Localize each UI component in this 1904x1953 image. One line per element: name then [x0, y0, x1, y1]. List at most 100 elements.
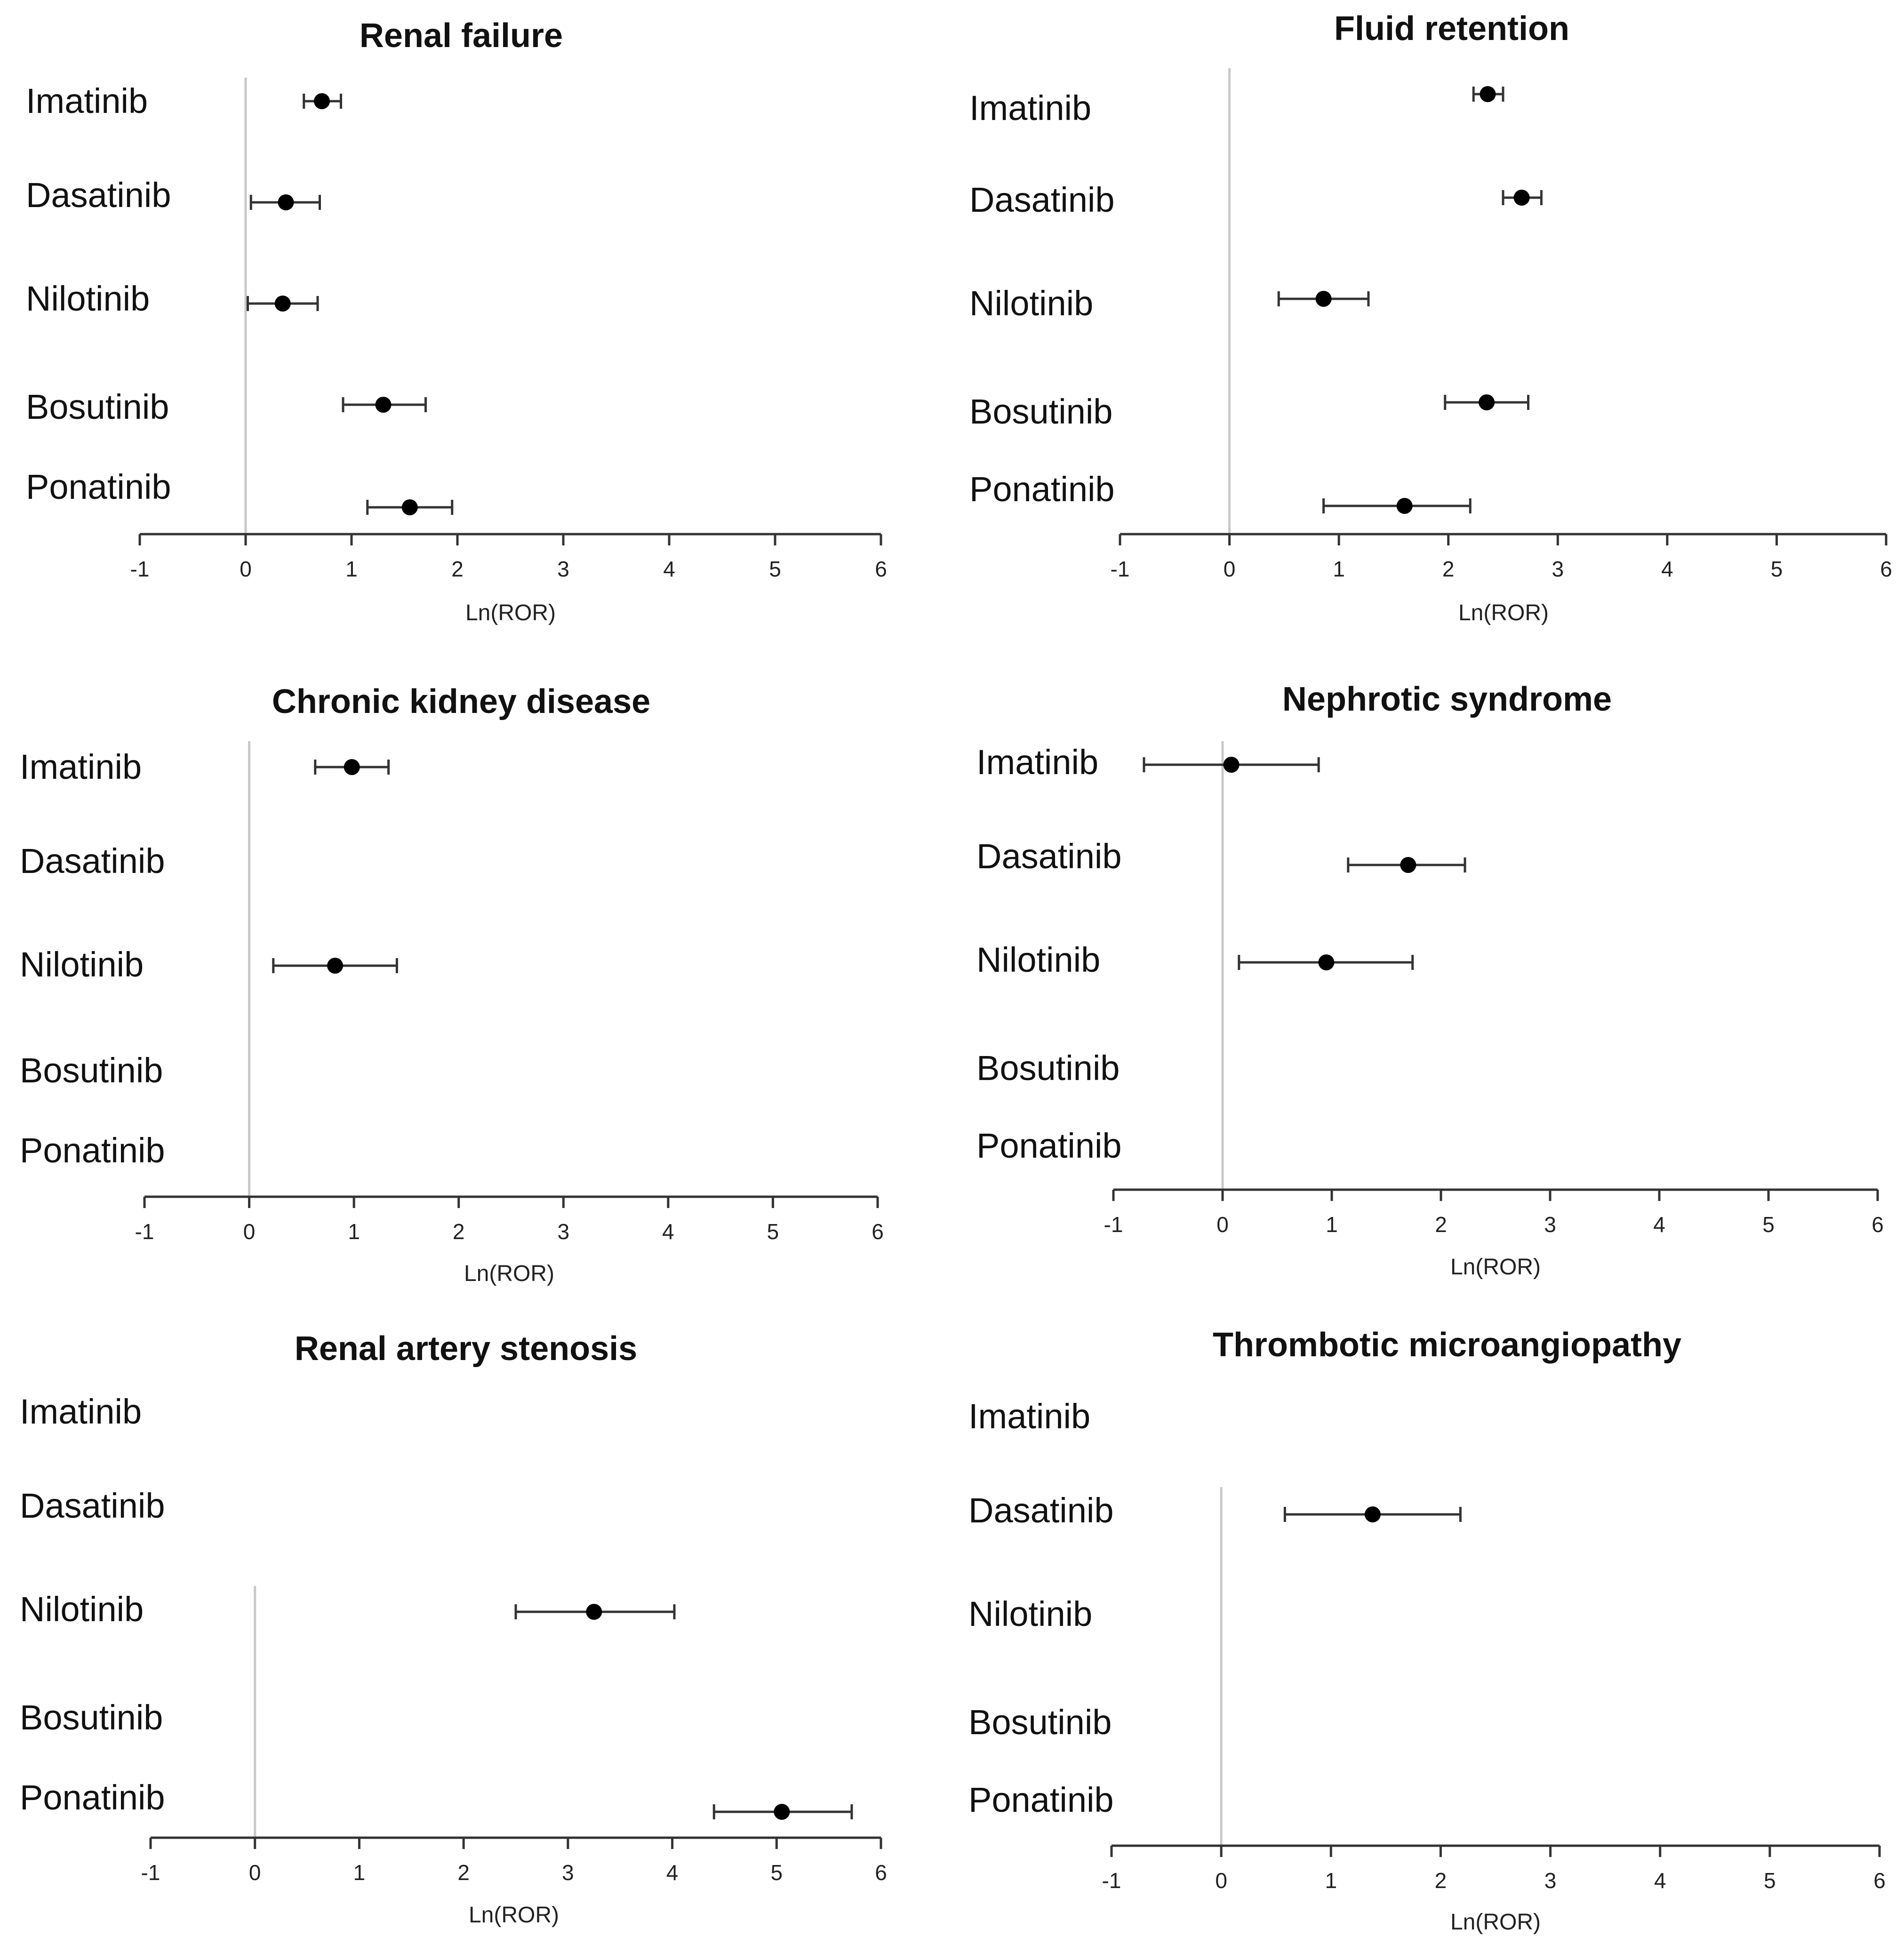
x-tick-label: 1 — [1325, 1868, 1337, 1893]
x-tick-label: 1 — [348, 1219, 360, 1244]
point-estimate-imatinib — [314, 93, 330, 109]
x-tick-label: 6 — [875, 557, 887, 581]
panel-renal-artery-stenosis: Renal artery stenosis Imatinib Dasatinib… — [20, 1330, 887, 1928]
x-tick-label: 2 — [1442, 557, 1455, 581]
x-tick-label: -1 — [1102, 1868, 1121, 1893]
drug-label-imatinib: Imatinib — [20, 747, 142, 786]
panel-thrombotic-microangiopathy: Thrombotic microangiopathy Imatinib Dasa… — [968, 1326, 1886, 1935]
x-tick-label: 3 — [1544, 1212, 1556, 1237]
x-tick-label: 3 — [562, 1860, 574, 1885]
x-tick-label: 3 — [1544, 1868, 1557, 1893]
drug-label-dasatinib: Dasatinib — [969, 180, 1115, 219]
x-tick-label: 2 — [1435, 1212, 1447, 1237]
x-axis-title: Ln(ROR) — [464, 1261, 554, 1286]
point-estimate-imatinib — [1480, 86, 1496, 102]
x-tick-label: 2 — [453, 1219, 465, 1244]
drug-label-ponatinib: Ponatinib — [20, 1778, 165, 1817]
x-tick-label: 6 — [872, 1219, 884, 1244]
panel-title: Thrombotic microangiopathy — [1213, 1326, 1681, 1364]
drug-label-imatinib: Imatinib — [26, 81, 148, 120]
x-tick-label: 3 — [557, 1219, 569, 1244]
drug-label-nilotinib: Nilotinib — [976, 940, 1100, 979]
point-estimate-ponatinib — [1396, 498, 1413, 514]
x-tick-label: -1 — [130, 557, 150, 581]
x-tick-label: 6 — [1880, 557, 1892, 581]
x-tick-label: 4 — [662, 1219, 674, 1244]
x-tick-label: -1 — [1111, 557, 1130, 581]
x-tick-label: 5 — [1771, 557, 1783, 581]
drug-label-bosutinib: Bosutinib — [976, 1049, 1120, 1088]
x-axis-title: Ln(ROR) — [465, 600, 556, 625]
point-estimate-dasatinib — [1400, 857, 1416, 873]
x-axis-title: Ln(ROR) — [1458, 600, 1549, 625]
point-estimate-bosutinib — [375, 397, 392, 413]
point-estimate-bosutinib — [1479, 394, 1495, 410]
drug-label-bosutinib: Bosutinib — [26, 387, 169, 426]
drug-label-bosutinib: Bosutinib — [20, 1698, 163, 1737]
point-estimate-nilotinib — [1315, 291, 1332, 307]
point-estimate-dasatinib — [1364, 1506, 1381, 1522]
drug-label-bosutinib: Bosutinib — [969, 392, 1112, 431]
x-tick-label: 1 — [1333, 557, 1345, 581]
drug-label-ponatinib: Ponatinib — [26, 467, 171, 506]
point-estimate-nilotinib — [274, 296, 291, 312]
drug-label-imatinib: Imatinib — [976, 743, 1098, 782]
point-estimate-dasatinib — [278, 194, 294, 210]
x-tick-label: 2 — [451, 557, 464, 581]
point-estimate-ponatinib — [774, 1804, 790, 1820]
drug-label-imatinib: Imatinib — [20, 1392, 142, 1431]
panel-title: Nephrotic syndrome — [1282, 680, 1612, 718]
x-tick-label: 5 — [769, 557, 781, 581]
point-estimate-imatinib — [1223, 757, 1240, 773]
x-tick-label: 4 — [1653, 1212, 1665, 1237]
x-tick-label: 5 — [767, 1219, 779, 1244]
drug-label-ponatinib: Ponatinib — [976, 1126, 1122, 1165]
drug-label-ponatinib: Ponatinib — [968, 1780, 1114, 1819]
x-tick-label: 0 — [243, 1219, 256, 1244]
x-tick-label: 2 — [1435, 1868, 1447, 1893]
x-axis-title: Ln(ROR) — [1450, 1910, 1541, 1935]
point-estimate-nilotinib — [586, 1604, 602, 1620]
x-tick-label: 5 — [1764, 1868, 1776, 1893]
drug-label-nilotinib: Nilotinib — [20, 945, 144, 984]
x-tick-label: 4 — [1661, 557, 1673, 581]
drug-label-imatinib: Imatinib — [969, 88, 1091, 128]
drug-label-bosutinib: Bosutinib — [968, 1703, 1112, 1742]
x-tick-label: 2 — [457, 1860, 470, 1885]
x-tick-label: 6 — [1873, 1868, 1886, 1893]
x-tick-label: -1 — [135, 1219, 154, 1244]
panel-title: Chronic kidney disease — [272, 683, 650, 720]
x-tick-label: 5 — [770, 1860, 783, 1885]
point-estimate-ponatinib — [401, 499, 418, 515]
drug-label-imatinib: Imatinib — [968, 1397, 1090, 1436]
panel-title: Renal failure — [360, 17, 563, 55]
drug-label-dasatinib: Dasatinib — [976, 837, 1122, 876]
x-axis-title: Ln(ROR) — [1450, 1255, 1541, 1280]
x-tick-label: 5 — [1762, 1212, 1775, 1237]
drug-label-nilotinib: Nilotinib — [26, 279, 150, 318]
panel-title: Fluid retention — [1334, 10, 1569, 48]
drug-label-dasatinib: Dasatinib — [968, 1491, 1114, 1530]
x-axis-title: Ln(ROR) — [469, 1903, 559, 1928]
x-tick-label: 0 — [1215, 1868, 1227, 1893]
x-tick-label: 3 — [1552, 557, 1564, 581]
x-tick-label: 4 — [663, 557, 675, 581]
panel-nephrotic-syndrome: Nephrotic syndrome Imatinib Dasatinib Ni… — [976, 680, 1884, 1280]
drug-label-dasatinib: Dasatinib — [20, 1486, 165, 1525]
x-tick-label: 0 — [240, 557, 252, 581]
x-tick-label: -1 — [141, 1860, 160, 1885]
x-tick-label: 4 — [1654, 1868, 1666, 1893]
x-tick-label: 0 — [1216, 1212, 1229, 1237]
x-tick-label: 3 — [557, 557, 569, 581]
drug-label-nilotinib: Nilotinib — [968, 1594, 1092, 1633]
drug-label-dasatinib: Dasatinib — [20, 841, 165, 880]
point-estimate-nilotinib — [327, 958, 344, 974]
x-tick-label: -1 — [1104, 1212, 1123, 1237]
drug-label-ponatinib: Ponatinib — [20, 1131, 165, 1170]
drug-label-dasatinib: Dasatinib — [26, 176, 171, 215]
x-tick-label: 4 — [666, 1860, 679, 1885]
x-tick-label: 0 — [249, 1860, 261, 1885]
point-estimate-imatinib — [344, 759, 360, 775]
drug-label-ponatinib: Ponatinib — [969, 470, 1115, 509]
